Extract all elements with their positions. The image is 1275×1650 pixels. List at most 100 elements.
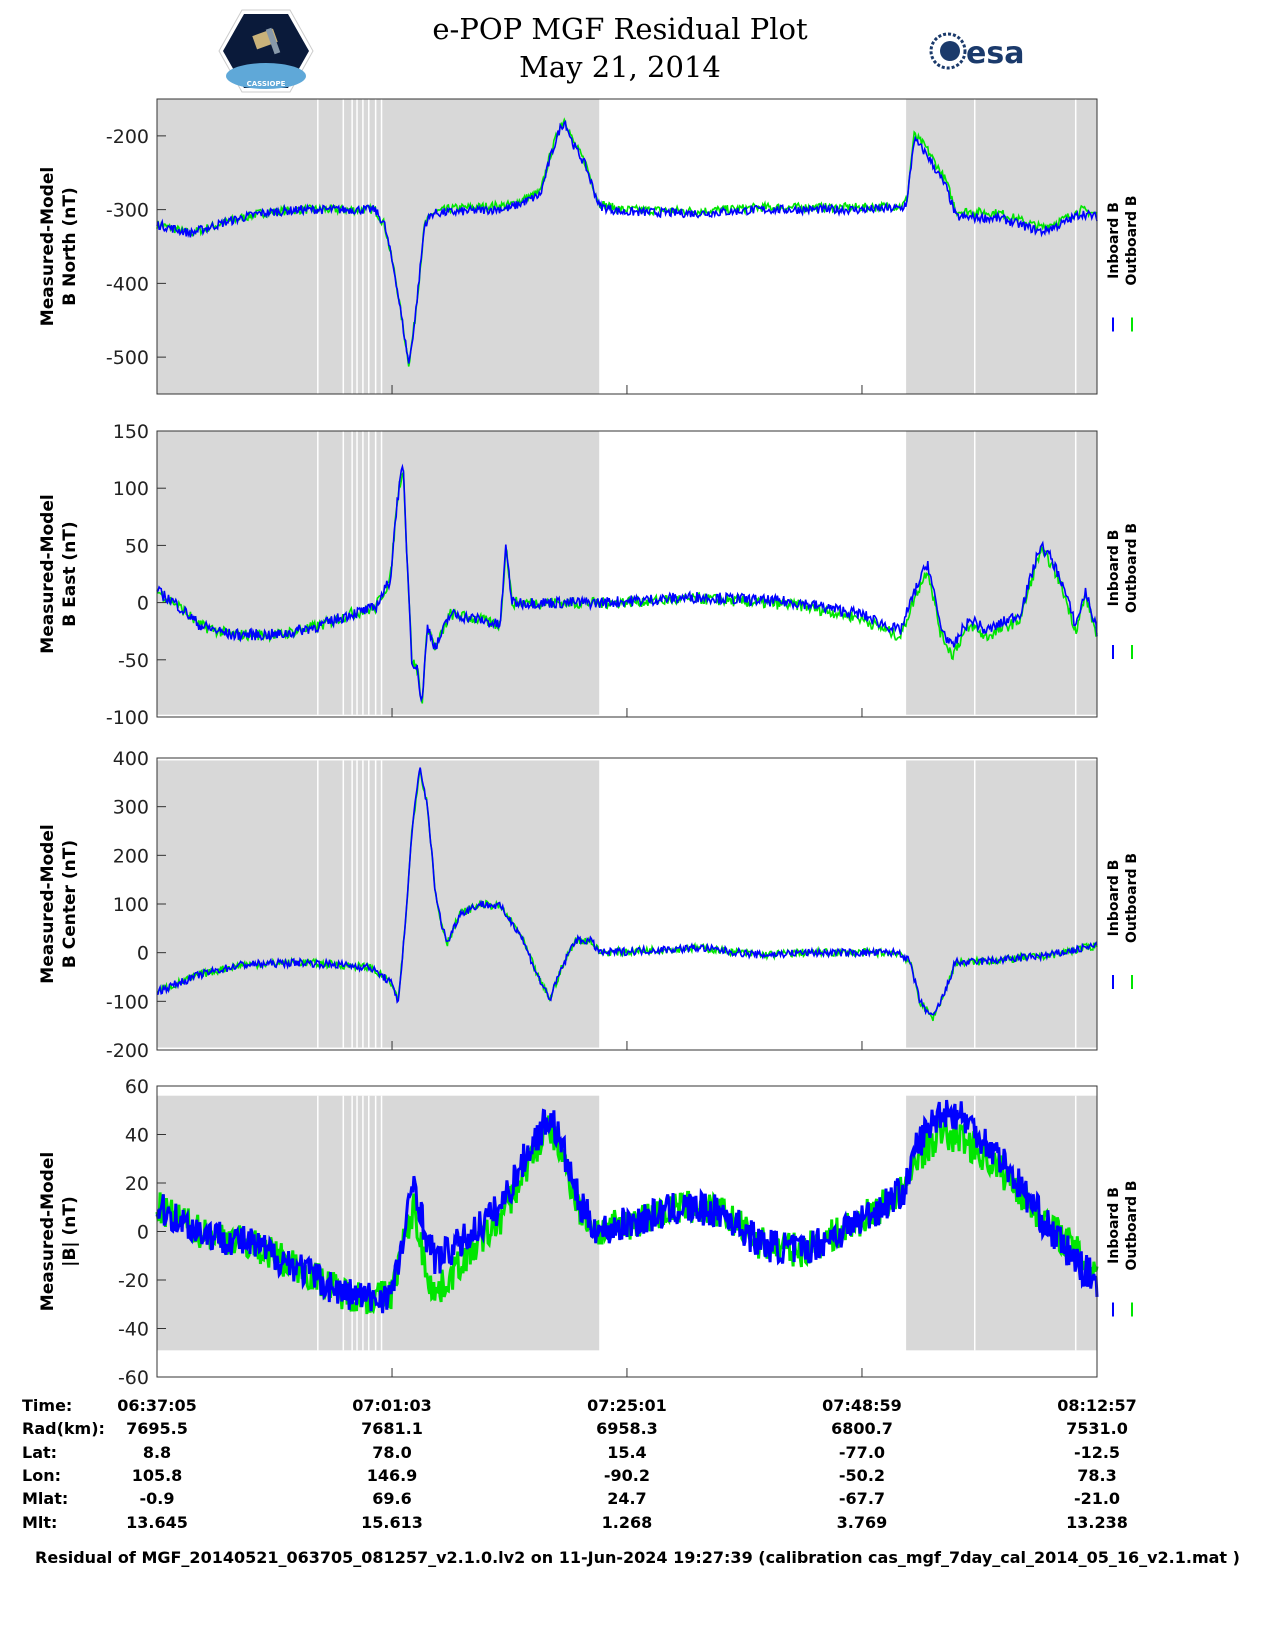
info-row-label: Mlat: bbox=[22, 1489, 69, 1509]
info-value: 6800.7 bbox=[831, 1419, 893, 1439]
info-value: 08:12:57 bbox=[1057, 1396, 1137, 1415]
shaded-region bbox=[157, 760, 600, 1048]
y-tick-label: -200 bbox=[106, 1040, 149, 1062]
info-value: 7531.0 bbox=[1066, 1419, 1128, 1439]
shaded-region bbox=[906, 99, 1097, 394]
panel-center: 400 300 200 100 0 -100 -200 Measured-Model B Cen… bbox=[38, 748, 1140, 1062]
info-value: 13.645 bbox=[126, 1512, 188, 1532]
plot-date: May 21, 2014 bbox=[519, 50, 721, 84]
y-axis-label: Measured-Model bbox=[38, 494, 58, 653]
panel-magnitude: 60 40 20 0 -20 -40 -60 Measured-Model |B| (nT) In… bbox=[38, 1076, 1140, 1389]
y-axis-label: Measured-Model bbox=[38, 167, 58, 326]
info-value: 78.3 bbox=[1077, 1465, 1117, 1485]
y-tick-label: 150 bbox=[113, 421, 149, 443]
shaded-region bbox=[906, 431, 1097, 715]
y-axis-label: B East (nT) bbox=[60, 521, 80, 626]
y-axis-label: B Center (nT) bbox=[60, 840, 80, 968]
y-tick-label: 100 bbox=[113, 894, 149, 916]
info-value: 15.4 bbox=[607, 1442, 647, 1462]
info-value: 07:25:01 bbox=[587, 1396, 667, 1415]
shaded-region bbox=[157, 431, 600, 715]
legend-label: Inboard B bbox=[1106, 860, 1122, 937]
info-value: 07:48:59 bbox=[822, 1396, 902, 1415]
y-tick-label: 0 bbox=[137, 943, 149, 965]
info-value: 146.9 bbox=[366, 1465, 418, 1485]
y-tick-label: 60 bbox=[125, 1076, 149, 1098]
y-tick-label: 50 bbox=[125, 535, 149, 557]
y-tick-label: 400 bbox=[113, 748, 149, 770]
info-value: 15.613 bbox=[361, 1512, 423, 1532]
y-tick-label: 0 bbox=[137, 1222, 149, 1244]
footer-caption: Residual of MGF_20140521_063705_081257_v… bbox=[35, 1548, 1240, 1567]
info-value: -12.5 bbox=[1073, 1442, 1121, 1462]
y-tick-label: -20 bbox=[118, 1270, 149, 1292]
y-axis-label: Measured-Model bbox=[38, 1152, 58, 1311]
y-tick-label: -400 bbox=[106, 273, 149, 295]
legend-label: Inboard B bbox=[1106, 1187, 1122, 1264]
y-tick-label: 40 bbox=[125, 1125, 149, 1147]
y-tick-label: 20 bbox=[125, 1173, 149, 1195]
shaded-region bbox=[157, 1095, 600, 1351]
esa-logo-text: esa bbox=[966, 36, 1024, 71]
y-axis-label: B North (nT) bbox=[60, 187, 80, 306]
info-value: 07:01:03 bbox=[352, 1396, 432, 1415]
legend-label: Outboard B bbox=[1124, 195, 1140, 285]
info-value: 78.0 bbox=[372, 1442, 412, 1462]
info-value: -90.2 bbox=[603, 1465, 650, 1485]
info-value: 3.769 bbox=[836, 1512, 888, 1532]
y-axis-label: Measured-Model bbox=[38, 824, 58, 983]
y-tick-label: -60 bbox=[118, 1367, 149, 1389]
info-value: 13.238 bbox=[1066, 1512, 1128, 1532]
legend-label: Inboard B bbox=[1106, 202, 1122, 279]
y-tick-label: -100 bbox=[106, 991, 149, 1013]
legend-label: Inboard B bbox=[1106, 530, 1122, 607]
y-tick-label: -300 bbox=[106, 200, 149, 222]
info-value: 7695.5 bbox=[126, 1419, 188, 1439]
info-row-label: Time: bbox=[22, 1396, 73, 1415]
info-value: 24.7 bbox=[607, 1489, 647, 1509]
y-tick-label: -100 bbox=[106, 707, 149, 729]
info-value: -77.0 bbox=[838, 1442, 886, 1462]
y-tick-label: 0 bbox=[137, 593, 149, 615]
legend-label: Outboard B bbox=[1124, 1180, 1140, 1270]
legend-label: Outboard B bbox=[1124, 853, 1140, 943]
y-tick-label: -40 bbox=[118, 1319, 149, 1341]
info-value: 105.8 bbox=[131, 1465, 183, 1485]
plot-title: e-POP MGF Residual Plot bbox=[432, 12, 808, 46]
info-value: 06:37:05 bbox=[117, 1396, 197, 1415]
shaded-region bbox=[906, 1095, 1097, 1351]
y-axis-label: |B| (nT) bbox=[60, 1196, 80, 1267]
info-row-label: Lat: bbox=[22, 1442, 58, 1462]
shaded-region bbox=[906, 760, 1097, 1048]
info-row-label: Mlt: bbox=[22, 1512, 58, 1532]
y-tick-label: -50 bbox=[118, 650, 149, 672]
inboard-series-line bbox=[156, 767, 1098, 1016]
info-value: -50.2 bbox=[838, 1465, 886, 1485]
y-tick-label: 100 bbox=[113, 478, 149, 500]
info-value: -67.7 bbox=[838, 1489, 886, 1509]
shaded-region bbox=[157, 99, 600, 394]
y-tick-label: 200 bbox=[113, 845, 149, 867]
inboard-series-line bbox=[156, 120, 1098, 364]
inboard-series-line bbox=[155, 1099, 1099, 1314]
panel-east: 150 100 50 0 -50 -100 Measured-Model B East (nT… bbox=[38, 421, 1140, 729]
info-value: -21.0 bbox=[1073, 1489, 1121, 1509]
info-value: 7681.1 bbox=[361, 1419, 423, 1439]
panel-north: -200 -300 -400 -500 Measured-Model B North (n… bbox=[38, 98, 1140, 395]
esa-logo: esa bbox=[929, 32, 1024, 71]
info-row-label: Rad(km): bbox=[22, 1419, 105, 1439]
inboard-series-line bbox=[156, 463, 1098, 703]
cassiope-logo-text: CASSIOPE bbox=[247, 80, 286, 88]
info-row-label: Lon: bbox=[22, 1465, 61, 1485]
legend-label: Outboard B bbox=[1124, 523, 1140, 613]
y-tick-label: 300 bbox=[113, 797, 149, 819]
y-tick-label: -200 bbox=[106, 126, 149, 148]
info-value: -0.9 bbox=[139, 1489, 175, 1509]
info-value: 1.268 bbox=[601, 1512, 653, 1532]
info-value: 69.6 bbox=[372, 1489, 412, 1509]
info-value: 8.8 bbox=[142, 1442, 172, 1462]
y-tick-label: -500 bbox=[106, 347, 149, 369]
cassiope-logo: CASSIOPE bbox=[218, 9, 314, 93]
info-value: 6958.3 bbox=[596, 1419, 658, 1439]
